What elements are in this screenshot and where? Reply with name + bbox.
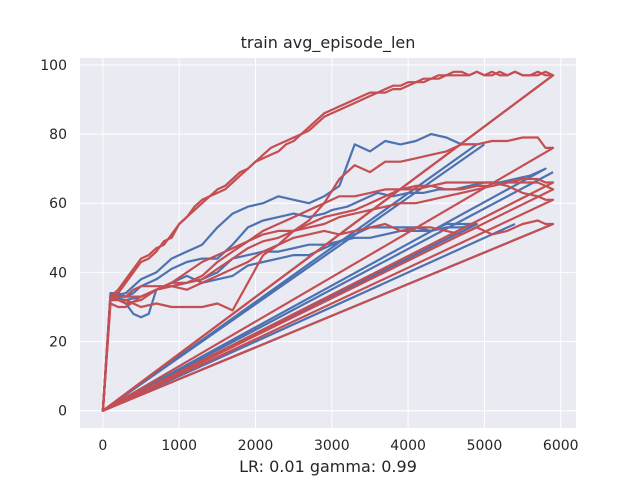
x-tick-labels: 0 1000 2000 3000 4000 5000 6000 — [98, 438, 578, 454]
y-tick-label: 60 — [49, 196, 67, 212]
x-tick-label: 1000 — [161, 438, 197, 454]
x-tick-label: 5000 — [467, 438, 503, 454]
series-line-red — [101, 70, 555, 412]
y-tick-label: 100 — [40, 58, 67, 74]
series-lines — [101, 70, 555, 412]
series-line-red — [101, 136, 555, 412]
y-tick-label: 20 — [49, 335, 67, 351]
y-tick-label: 80 — [49, 127, 67, 143]
series-line-red — [101, 181, 555, 412]
x-axis-label: LR: 0.01 gamma: 0.99 — [239, 457, 417, 476]
x-tick-label: 4000 — [390, 438, 426, 454]
chart-title: train avg_episode_len — [240, 33, 416, 52]
series-line-red — [101, 219, 555, 412]
series-line-red — [101, 177, 555, 412]
series-line-blue — [101, 133, 486, 412]
y-tick-labels: 0 20 40 60 80 100 — [40, 58, 67, 420]
x-tick-label: 3000 — [314, 438, 350, 454]
x-tick-label: 2000 — [238, 438, 274, 454]
y-tick-label: 40 — [49, 265, 67, 281]
x-tick-label: 6000 — [543, 438, 579, 454]
y-tick-label: 0 — [58, 404, 67, 420]
x-tick-label: 0 — [98, 438, 107, 454]
